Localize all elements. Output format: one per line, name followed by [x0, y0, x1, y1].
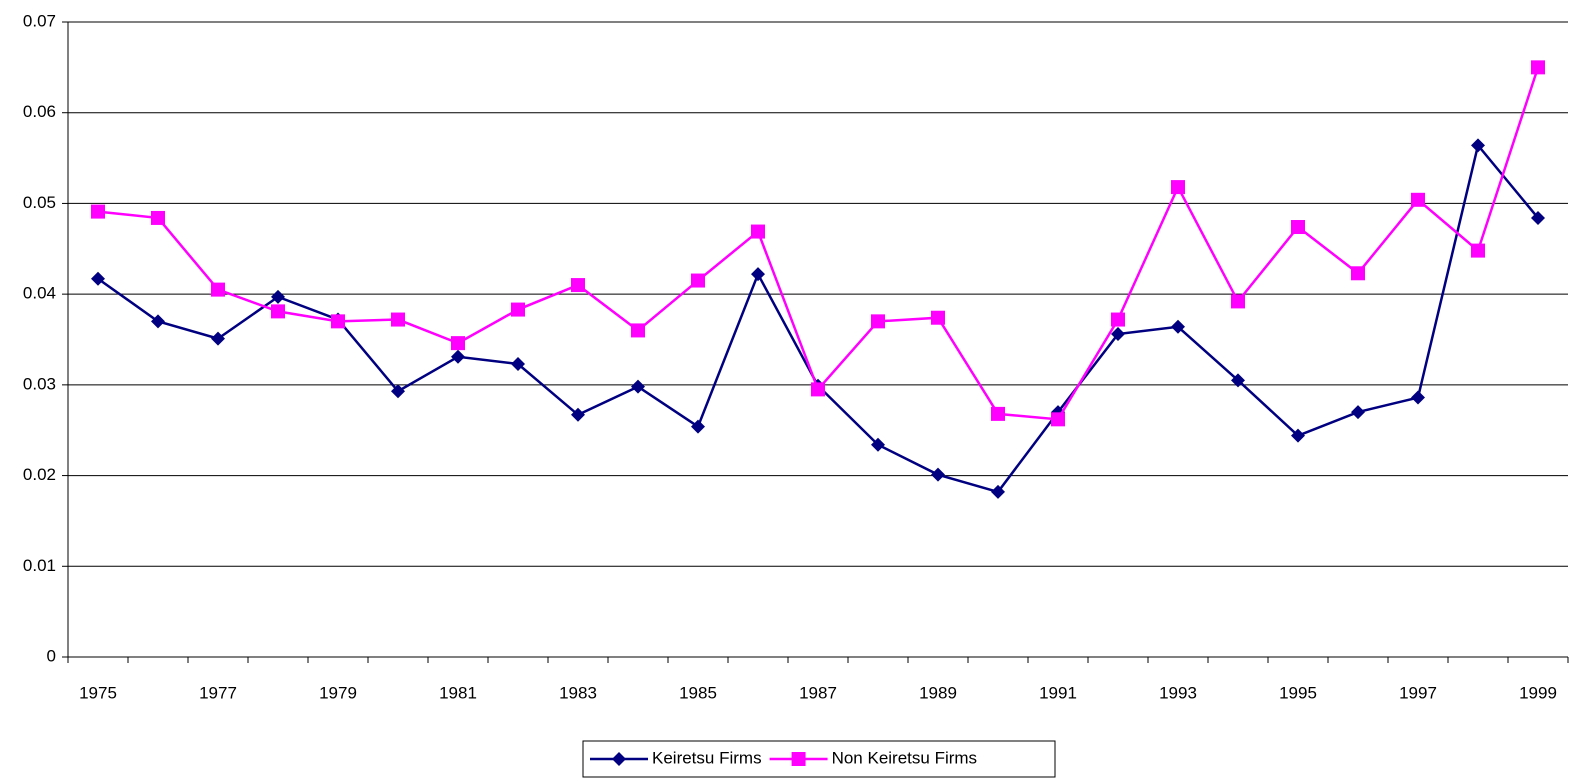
x-tick-label: 1977: [199, 683, 237, 702]
data-point: [151, 210, 165, 225]
data-point: [691, 273, 705, 288]
y-tick-label: 0.03: [23, 374, 56, 393]
data-point: [1231, 373, 1245, 388]
data-point: [451, 349, 465, 364]
x-tick-label: 1989: [919, 683, 957, 702]
x-tick-label: 1991: [1039, 683, 1077, 702]
data-point: [271, 289, 285, 304]
data-point: [211, 331, 225, 346]
legend-label: Non Keiretsu Firms: [832, 748, 977, 767]
series-line: [97, 142, 1539, 494]
legend-marker: [612, 752, 626, 766]
x-tick-label: 1979: [319, 683, 357, 702]
y-tick-label: 0.07: [23, 11, 56, 30]
y-tick-label: 0.05: [23, 193, 56, 212]
data-point: [91, 204, 105, 219]
data-point: [331, 314, 345, 329]
data-point: [151, 314, 165, 329]
data-point: [1531, 210, 1545, 225]
data-point: [271, 304, 285, 319]
x-tick-label: 1999: [1519, 683, 1557, 702]
data-point: [871, 314, 885, 329]
data-point: [571, 407, 585, 422]
x-tick-label: 1995: [1279, 683, 1317, 702]
data-point: [751, 267, 765, 282]
data-point: [931, 467, 945, 482]
data-point: [1171, 180, 1185, 195]
data-point: [991, 484, 1005, 499]
x-tick-label: 1993: [1159, 683, 1197, 702]
x-tick-label: 1975: [79, 683, 117, 702]
data-point: [1531, 60, 1545, 75]
legend-marker: [791, 752, 806, 766]
legend-label: Keiretsu Firms: [652, 748, 762, 767]
data-point: [211, 282, 225, 297]
data-point: [931, 310, 945, 325]
x-tick-label: 1997: [1399, 683, 1437, 702]
data-point: [751, 224, 765, 239]
data-point: [991, 406, 1005, 421]
y-tick-label: 0.02: [23, 465, 56, 484]
data-point: [1351, 266, 1365, 281]
data-point: [691, 419, 705, 434]
y-tick-label: 0: [47, 646, 56, 665]
data-point: [1291, 220, 1305, 235]
data-point: [1171, 319, 1185, 334]
data-point: [91, 271, 105, 286]
data-point: [1471, 138, 1485, 153]
x-tick-label: 1981: [439, 683, 477, 702]
y-tick-label: 0.01: [23, 556, 56, 575]
data-point: [1051, 412, 1065, 427]
data-point: [511, 302, 525, 317]
data-point: [571, 278, 585, 293]
y-tick-label: 0.06: [23, 102, 56, 121]
series-line: [97, 66, 1540, 421]
data-point: [1111, 327, 1125, 342]
x-tick-label: 1983: [559, 683, 597, 702]
data-point: [631, 379, 645, 394]
data-point: [1411, 192, 1425, 207]
data-point: [811, 382, 825, 397]
data-point: [631, 323, 645, 338]
data-point: [1291, 428, 1305, 443]
data-point: [871, 437, 885, 452]
data-point: [1231, 294, 1245, 309]
data-point: [391, 384, 405, 399]
data-point: [451, 336, 465, 351]
data-point: [391, 312, 405, 327]
x-tick-label: 1987: [799, 683, 837, 702]
data-point: [1351, 405, 1365, 420]
data-point: [511, 356, 525, 371]
data-point: [1111, 312, 1125, 327]
x-tick-label: 1985: [679, 683, 717, 702]
data-point: [1411, 390, 1425, 405]
data-point: [1471, 243, 1485, 258]
y-tick-label: 0.04: [23, 284, 56, 303]
